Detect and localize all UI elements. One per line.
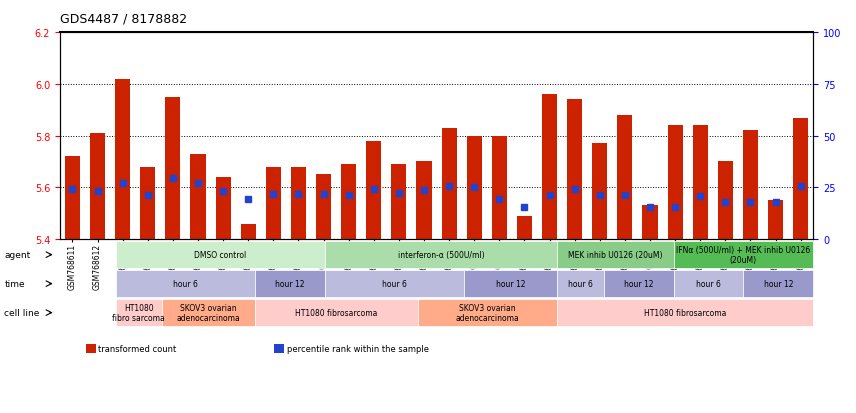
- Bar: [718, 162, 733, 240]
- Bar: [768, 201, 783, 240]
- Bar: [191, 154, 205, 240]
- Bar: [391, 165, 407, 240]
- Text: hour 6: hour 6: [696, 280, 721, 288]
- Bar: [241, 224, 256, 240]
- Text: hour 12: hour 12: [624, 280, 653, 288]
- Bar: [517, 216, 532, 240]
- Bar: [794, 118, 808, 240]
- Text: hour 12: hour 12: [496, 280, 526, 288]
- Bar: [542, 95, 557, 240]
- Bar: [291, 167, 306, 240]
- Bar: [442, 128, 456, 240]
- Text: hour 12: hour 12: [276, 280, 305, 288]
- Bar: [743, 131, 758, 240]
- Text: HT1080 fibrosarcoma: HT1080 fibrosarcoma: [295, 309, 377, 317]
- Bar: [417, 162, 431, 240]
- Text: HT1080
fibro sarcoma: HT1080 fibro sarcoma: [112, 303, 165, 323]
- Bar: [266, 167, 281, 240]
- Text: MEK inhib U0126 (20uM): MEK inhib U0126 (20uM): [568, 251, 663, 259]
- Text: hour 12: hour 12: [764, 280, 793, 288]
- Bar: [592, 144, 607, 240]
- Bar: [568, 100, 582, 240]
- Text: hour 6: hour 6: [568, 280, 593, 288]
- Text: percentile rank within the sample: percentile rank within the sample: [287, 344, 429, 353]
- Bar: [90, 134, 105, 240]
- Text: agent: agent: [4, 251, 31, 259]
- Bar: [165, 97, 181, 240]
- Bar: [366, 142, 381, 240]
- Bar: [693, 126, 708, 240]
- Text: cell line: cell line: [4, 309, 39, 317]
- Bar: [140, 167, 155, 240]
- Bar: [668, 126, 682, 240]
- Text: GDS4487 / 8178882: GDS4487 / 8178882: [60, 12, 187, 25]
- Bar: [643, 206, 657, 240]
- Bar: [492, 136, 507, 240]
- Bar: [617, 116, 633, 240]
- Text: hour 6: hour 6: [173, 280, 198, 288]
- Text: interferon-α (500U/ml): interferon-α (500U/ml): [398, 251, 484, 259]
- Text: HT1080 fibrosarcoma: HT1080 fibrosarcoma: [644, 309, 727, 317]
- Bar: [216, 178, 230, 240]
- Bar: [316, 175, 331, 240]
- Bar: [467, 136, 482, 240]
- Text: time: time: [4, 280, 25, 288]
- Bar: [116, 80, 130, 240]
- Text: DMSO control: DMSO control: [194, 251, 247, 259]
- Text: SKOV3 ovarian
adenocarcinoma: SKOV3 ovarian adenocarcinoma: [176, 303, 241, 323]
- Text: IFNα (500U/ml) + MEK inhib U0126
(20uM): IFNα (500U/ml) + MEK inhib U0126 (20uM): [676, 245, 811, 265]
- Text: SKOV3 ovarian
adenocarcinoma: SKOV3 ovarian adenocarcinoma: [455, 303, 520, 323]
- Bar: [65, 157, 80, 240]
- Text: transformed count: transformed count: [98, 344, 176, 353]
- Text: hour 6: hour 6: [382, 280, 407, 288]
- Bar: [342, 165, 356, 240]
